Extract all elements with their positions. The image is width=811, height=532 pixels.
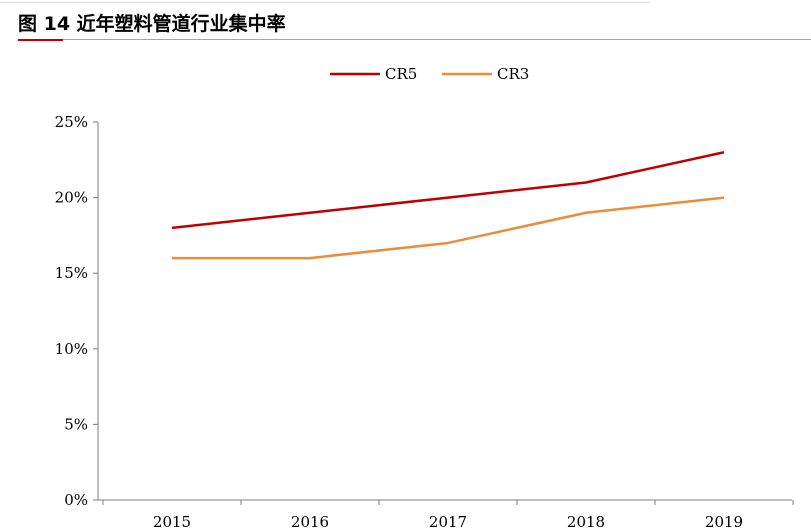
x-tick-label: 2018 (567, 513, 605, 531)
x-tick-label: 2019 (705, 513, 743, 531)
legend-label-cr5: CR5 (385, 65, 417, 83)
series-line-cr5 (171, 151, 725, 230)
x-tick-label: 2016 (291, 513, 329, 531)
series-line-cr3 (172, 196, 725, 260)
legend: CR5 CR3 (330, 65, 529, 83)
plot-area (171, 151, 725, 260)
y-tick-label: 20% (55, 189, 88, 207)
legend-label-cr3: CR3 (497, 65, 529, 83)
x-axis: 2015 2016 2017 2018 2019 (98, 499, 794, 531)
y-axis: 0% 5% 10% 15% 20% 25% (55, 113, 99, 509)
figure-title: 图 14 近年塑料管道行业集中率 (18, 13, 286, 35)
top-rule (0, 2, 650, 3)
y-tick-label: 10% (55, 340, 88, 358)
x-tick-label: 2017 (429, 513, 467, 531)
y-tick-label: 15% (55, 264, 88, 282)
y-tick-label: 5% (64, 415, 88, 433)
y-tick-label: 25% (55, 113, 88, 131)
x-tick-label: 2015 (153, 513, 191, 531)
title-accent-rule (18, 39, 63, 41)
y-tick-label: 0% (64, 491, 88, 509)
title-underline (63, 39, 811, 40)
